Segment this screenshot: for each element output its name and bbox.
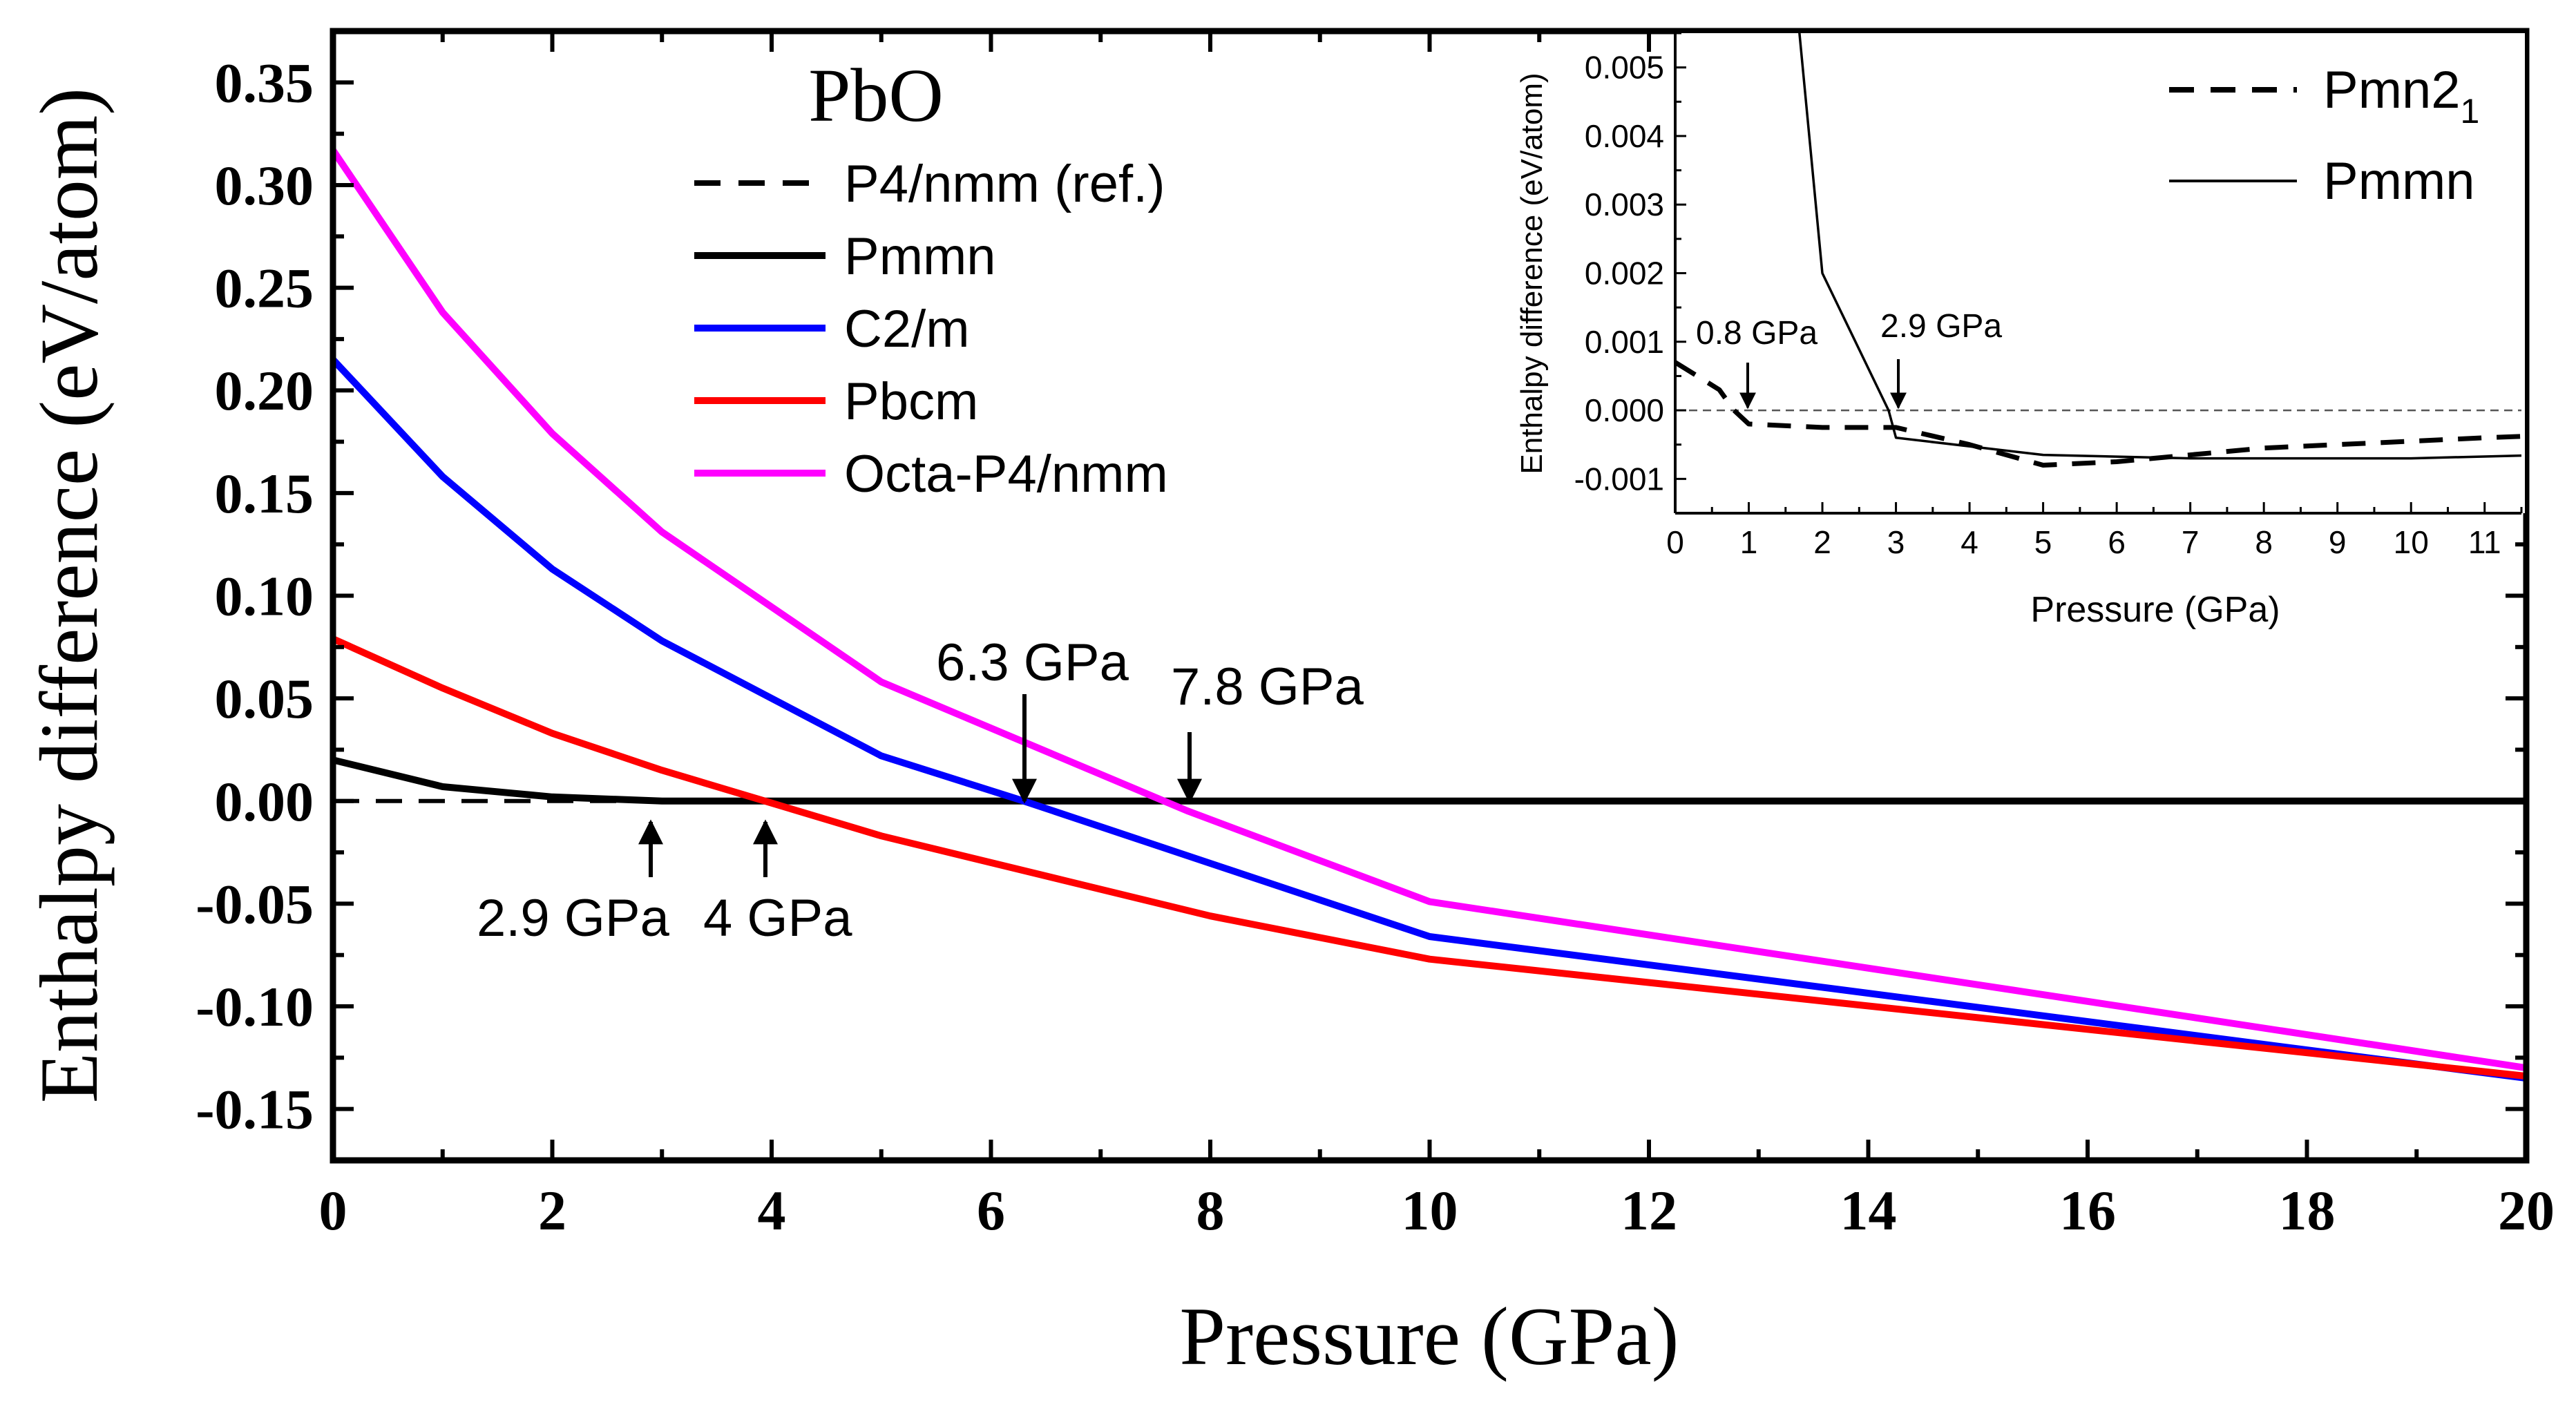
inset-legend-label-pmmn: Pmmn xyxy=(2323,152,2475,211)
inset-legend-label-pmn21-subscript: 1 xyxy=(2461,92,2480,131)
inset-series-line-pmn21 xyxy=(1675,360,2521,468)
main-y-tick-label: 0.30 xyxy=(215,154,314,217)
main-x-tick-label: 20 xyxy=(2498,1179,2555,1242)
main-x-axis-label: Pressure (GPa) xyxy=(1179,1290,1679,1382)
main-y-tick-label: 0.00 xyxy=(215,770,314,833)
legend-entry-octa-p4nmm: Octa-P4/nmm xyxy=(694,445,1168,504)
inset-legend: Pmn21 Pmmn xyxy=(2169,61,2479,211)
inset-y-tick-label: 0.000 xyxy=(1585,392,1664,428)
series-line-pbcm xyxy=(331,635,2527,1080)
inset-x-tick-label: 4 xyxy=(1960,524,1978,560)
inset-y-tick-label: -0.001 xyxy=(1574,461,1664,497)
legend-entry-c2m: C2/m xyxy=(694,300,970,358)
inset-x-tick-label: 5 xyxy=(2034,524,2052,560)
inset-legend-label-pmn21: Pmn21 xyxy=(2323,61,2479,131)
main-y-tick-label: 0.25 xyxy=(215,257,314,320)
main-x-tick-label: 12 xyxy=(1621,1179,1677,1242)
annotation-label-6-3gpa: 6.3 GPa xyxy=(936,633,1129,692)
inset-y-tick-label: 0.002 xyxy=(1585,256,1664,291)
inset-y-axis-label: Enthalpy difference (eV/atom) xyxy=(1515,73,1549,474)
main-x-tick-labels: 0 2 4 6 8 10 12 14 16 18 20 xyxy=(319,1179,2555,1242)
legend-label-pmmn: Pmmn xyxy=(844,227,996,286)
main-chart-title: PbO xyxy=(808,53,944,137)
main-x-tick-label: 8 xyxy=(1196,1179,1225,1242)
legend-entry-pbcm: Pbcm xyxy=(694,372,978,431)
inset-x-tick-label: 8 xyxy=(2255,524,2273,560)
legend-label-pbcm: Pbcm xyxy=(844,372,978,431)
inset-legend-entry-pmmn: Pmmn xyxy=(2169,152,2475,211)
inset-legend-entry-pmn21: Pmn21 xyxy=(2169,61,2479,131)
main-x-tick-label: 4 xyxy=(758,1179,786,1242)
inset-y-tick-label: 0.003 xyxy=(1585,186,1664,222)
main-y-tick-label: -0.05 xyxy=(195,872,314,935)
main-y-tick-label: 0.05 xyxy=(215,667,314,730)
main-legend: P4/nmm (ref.) Pmmn C2/m Pbcm Octa-P4/nmm xyxy=(694,155,1168,504)
inset-annotation-label-0-8gpa: 0.8 GPa xyxy=(1696,315,1817,352)
main-x-tick-label: 0 xyxy=(319,1179,347,1242)
main-x-tick-label: 2 xyxy=(538,1179,566,1242)
inset-y-tick-label: 0.001 xyxy=(1585,324,1664,360)
inset-x-axis-label: Pressure (GPa) xyxy=(2030,590,2280,630)
inset-annotation-label-2-9gpa: 2.9 GPa xyxy=(1880,308,2002,345)
inset-x-tick-label: 7 xyxy=(2182,524,2200,560)
inset-x-tick-label: 1 xyxy=(1740,524,1758,560)
main-x-tick-label: 6 xyxy=(977,1179,1005,1242)
main-y-tick-label: 0.20 xyxy=(215,359,314,422)
annotation-label-4gpa: 4 GPa xyxy=(703,889,852,948)
inset-x-tick-label: 11 xyxy=(2468,524,2501,560)
main-y-tick-label: -0.15 xyxy=(195,1078,314,1141)
inset-x-tick-label: 3 xyxy=(1887,524,1905,560)
series-line-octa-p4-nmm xyxy=(330,148,2527,1072)
inset-series-line-pmmn xyxy=(1798,33,2521,460)
series-line-pmmn xyxy=(332,756,2526,805)
inset-y-tick-label: 0.005 xyxy=(1585,50,1664,86)
main-x-tick-label: 18 xyxy=(2279,1179,2336,1242)
annotation-label-7-8gpa: 7.8 GPa xyxy=(1171,658,1364,716)
main-y-tick-label: -0.10 xyxy=(195,975,314,1038)
legend-label-c2m: C2/m xyxy=(844,300,970,358)
main-y-tick-labels: -0.15 -0.10 -0.05 0.00 0.05 0.10 0.15 0.20 0.25 0… xyxy=(195,51,314,1140)
main-y-axis-label: Enthalpy difference (eV/atom) xyxy=(23,88,115,1103)
annotation-label-2-9gpa: 2.9 GPa xyxy=(477,889,670,948)
inset-y-tick-label: 0.004 xyxy=(1585,118,1664,154)
inset-background xyxy=(1675,33,2525,513)
main-y-tick-label: 0.35 xyxy=(215,51,314,114)
legend-label-p4nmm-ref: P4/nmm (ref.) xyxy=(844,155,1165,213)
inset-legend-label-pmn21-main: Pmn2 xyxy=(2323,61,2461,119)
main-y-tick-label: 0.10 xyxy=(215,565,314,628)
inset-y-tick-labels: -0.001 0.000 0.001 0.002 0.003 0.004 0.005 xyxy=(1574,50,1664,497)
main-y-tick-label: 0.15 xyxy=(215,462,314,525)
inset-plot-area xyxy=(1675,33,2521,468)
inset-x-tick-label: 0 xyxy=(1666,524,1684,560)
inset-x-tick-label: 2 xyxy=(1813,524,1831,560)
inset-x-tick-label: 10 xyxy=(2394,524,2429,560)
inset-chart: 0 1 2 3 4 5 6 7 8 9 10 11 -0.001 0.000 0.001 0.002 0.00… xyxy=(1515,32,2525,630)
main-x-tick-label: 10 xyxy=(1402,1179,1458,1242)
inset-x-tick-label: 9 xyxy=(2329,524,2347,560)
legend-label-octa-p4nmm: Octa-P4/nmm xyxy=(844,445,1168,504)
main-plot-area xyxy=(330,148,2527,1082)
legend-entry-p4nmm-ref: P4/nmm (ref.) xyxy=(694,155,1165,213)
inset-x-tick-labels: 0 1 2 3 4 5 6 7 8 9 10 11 xyxy=(1666,524,2501,560)
main-x-tick-label: 16 xyxy=(2059,1179,2116,1242)
main-annotations: 2.9 GPa 4 GPa 6.3 GPa 7.8 GPa xyxy=(477,633,1364,948)
main-x-tick-label: 14 xyxy=(1840,1179,1897,1242)
series-line-c2-m xyxy=(330,357,2527,1082)
inset-ticks xyxy=(1674,32,2523,515)
legend-entry-pmmn: Pmmn xyxy=(694,227,996,286)
inset-x-tick-label: 6 xyxy=(2108,524,2126,560)
